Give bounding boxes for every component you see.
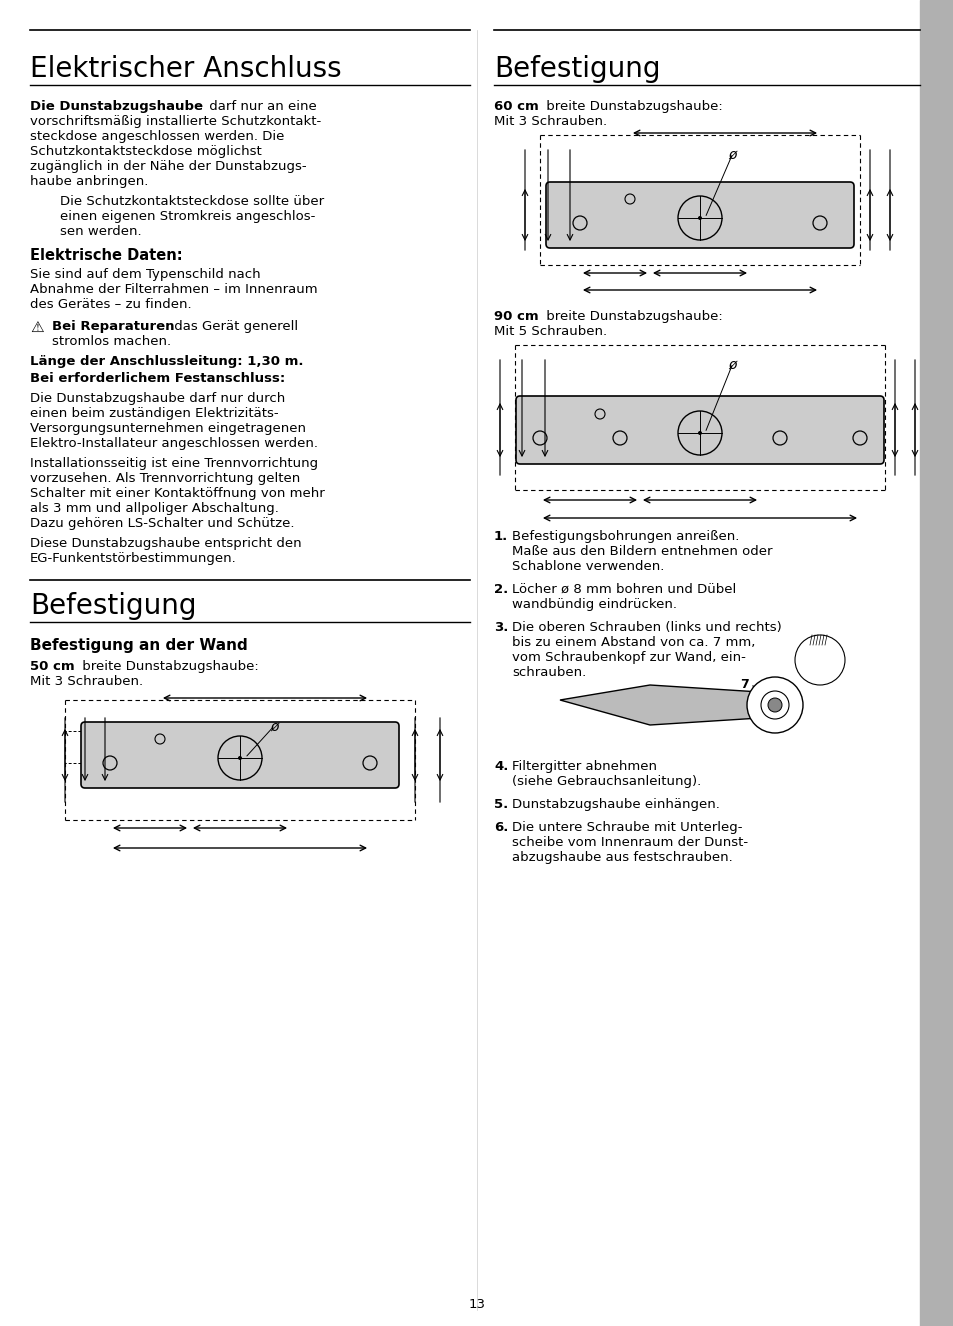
Text: einen beim zuständigen Elektrizitäts-: einen beim zuständigen Elektrizitäts- <box>30 407 278 420</box>
Text: haube anbringen.: haube anbringen. <box>30 175 149 188</box>
Text: 50 cm: 50 cm <box>30 660 74 674</box>
Text: breite Dunstabzugshaube:: breite Dunstabzugshaube: <box>541 310 722 324</box>
Text: Schutzkontaktsteckdose möglichst: Schutzkontaktsteckdose möglichst <box>30 145 261 158</box>
Text: zugänglich in der Nähe der Dunstabzugs-: zugänglich in der Nähe der Dunstabzugs- <box>30 160 306 172</box>
Text: 13: 13 <box>468 1298 485 1311</box>
Text: 7: 7 <box>740 678 748 691</box>
Bar <box>919 0 953 1326</box>
Text: 1.: 1. <box>494 530 508 544</box>
Text: wandbündig eindrücken.: wandbündig eindrücken. <box>512 598 677 611</box>
Text: steckdose angeschlossen werden. Die: steckdose angeschlossen werden. Die <box>30 130 284 143</box>
Text: Befestigungsbohrungen anreißen.: Befestigungsbohrungen anreißen. <box>512 530 739 544</box>
Text: Die untere Schraube mit Unterleg-: Die untere Schraube mit Unterleg- <box>512 821 741 834</box>
Text: Bei erforderlichem Festanschluss:: Bei erforderlichem Festanschluss: <box>30 373 285 385</box>
Text: vorschriftsmäßig installierte Schutzkontakt-: vorschriftsmäßig installierte Schutzkont… <box>30 115 321 129</box>
Text: Elektrische Daten:: Elektrische Daten: <box>30 248 182 263</box>
Text: des Gerätes – zu finden.: des Gerätes – zu finden. <box>30 298 192 312</box>
Text: Dunstabzugshaube einhängen.: Dunstabzugshaube einhängen. <box>512 798 720 812</box>
Text: 2.: 2. <box>494 583 508 595</box>
Text: Befestigung: Befestigung <box>494 54 659 84</box>
Text: scheibe vom Innenraum der Dunst-: scheibe vom Innenraum der Dunst- <box>512 835 747 849</box>
Text: Die Schutzkontaktsteckdose sollte über: Die Schutzkontaktsteckdose sollte über <box>60 195 324 208</box>
Text: Dazu gehören LS-Schalter und Schütze.: Dazu gehören LS-Schalter und Schütze. <box>30 517 294 530</box>
Circle shape <box>698 431 701 435</box>
Circle shape <box>698 216 701 220</box>
Text: Elektrischer Anschluss: Elektrischer Anschluss <box>30 54 341 84</box>
Text: Abnahme der Filterrahmen – im Innenraum: Abnahme der Filterrahmen – im Innenraum <box>30 282 317 296</box>
Text: Löcher ø 8 mm bohren und Dübel: Löcher ø 8 mm bohren und Dübel <box>512 583 736 595</box>
Text: 60 cm: 60 cm <box>494 99 538 113</box>
Text: Bei Reparaturen: Bei Reparaturen <box>52 320 174 333</box>
Text: Schalter mit einer Kontaktöffnung von mehr: Schalter mit einer Kontaktöffnung von me… <box>30 487 324 500</box>
Text: ø: ø <box>270 720 278 735</box>
Text: Installationsseitig ist eine Trennvorrichtung: Installationsseitig ist eine Trennvorric… <box>30 457 317 469</box>
Text: vom Schraubenkopf zur Wand, ein-: vom Schraubenkopf zur Wand, ein- <box>512 651 745 664</box>
Text: Befestigung an der Wand: Befestigung an der Wand <box>30 638 248 652</box>
Text: EG-Funkentstörbestimmungen.: EG-Funkentstörbestimmungen. <box>30 552 236 565</box>
Text: als 3 mm und allpoliger Abschaltung.: als 3 mm und allpoliger Abschaltung. <box>30 503 278 514</box>
FancyBboxPatch shape <box>81 721 398 788</box>
Circle shape <box>794 635 844 686</box>
FancyBboxPatch shape <box>516 396 883 464</box>
Text: (siehe Gebrauchsanleitung).: (siehe Gebrauchsanleitung). <box>512 774 700 788</box>
Text: Länge der Anschlussleitung: 1,30 m.: Länge der Anschlussleitung: 1,30 m. <box>30 355 303 369</box>
Circle shape <box>746 678 802 733</box>
Text: bis zu einem Abstand von ca. 7 mm,: bis zu einem Abstand von ca. 7 mm, <box>512 636 755 648</box>
Text: vorzusehen. Als Trennvorrichtung gelten: vorzusehen. Als Trennvorrichtung gelten <box>30 472 300 485</box>
Text: 90 cm: 90 cm <box>494 310 538 324</box>
Text: Versorgungsunternehmen eingetragenen: Versorgungsunternehmen eingetragenen <box>30 422 306 435</box>
Text: ø: ø <box>727 149 736 162</box>
Text: Diese Dunstabzugshaube entspricht den: Diese Dunstabzugshaube entspricht den <box>30 537 301 550</box>
Text: Die Dunstabzugshaube: Die Dunstabzugshaube <box>30 99 203 113</box>
Text: Mit 5 Schrauben.: Mit 5 Schrauben. <box>494 325 606 338</box>
Text: Schablone verwenden.: Schablone verwenden. <box>512 560 663 573</box>
Text: Sie sind auf dem Typenschild nach: Sie sind auf dem Typenschild nach <box>30 268 260 281</box>
Text: darf nur an eine: darf nur an eine <box>205 99 316 113</box>
Text: Mit 3 Schrauben.: Mit 3 Schrauben. <box>494 115 606 129</box>
Text: 4.: 4. <box>494 760 508 773</box>
Text: Befestigung: Befestigung <box>30 591 196 621</box>
Text: ⚠: ⚠ <box>30 320 44 335</box>
FancyBboxPatch shape <box>545 182 853 248</box>
Text: Elektro-Installateur angeschlossen werden.: Elektro-Installateur angeschlossen werde… <box>30 438 317 450</box>
Text: 5.: 5. <box>494 798 508 812</box>
Circle shape <box>237 756 242 760</box>
Polygon shape <box>559 686 760 725</box>
Circle shape <box>767 697 781 712</box>
Text: Mit 3 Schrauben.: Mit 3 Schrauben. <box>30 675 143 688</box>
Text: stromlos machen.: stromlos machen. <box>52 335 171 347</box>
Text: das Gerät generell: das Gerät generell <box>170 320 297 333</box>
Text: 6.: 6. <box>494 821 508 834</box>
Text: sen werden.: sen werden. <box>60 225 141 237</box>
Text: Die oberen Schrauben (links und rechts): Die oberen Schrauben (links und rechts) <box>512 621 781 634</box>
Text: breite Dunstabzugshaube:: breite Dunstabzugshaube: <box>541 99 722 113</box>
Text: Maße aus den Bildern entnehmen oder: Maße aus den Bildern entnehmen oder <box>512 545 772 558</box>
Text: breite Dunstabzugshaube:: breite Dunstabzugshaube: <box>78 660 258 674</box>
Text: ø: ø <box>727 358 736 373</box>
Text: Filtergitter abnehmen: Filtergitter abnehmen <box>512 760 657 773</box>
Text: Die Dunstabzugshaube darf nur durch: Die Dunstabzugshaube darf nur durch <box>30 392 285 404</box>
Text: 3.: 3. <box>494 621 508 634</box>
Text: schrauben.: schrauben. <box>512 666 586 679</box>
Text: einen eigenen Stromkreis angeschlos-: einen eigenen Stromkreis angeschlos- <box>60 210 315 223</box>
Text: abzugshaube aus festschrauben.: abzugshaube aus festschrauben. <box>512 851 732 865</box>
